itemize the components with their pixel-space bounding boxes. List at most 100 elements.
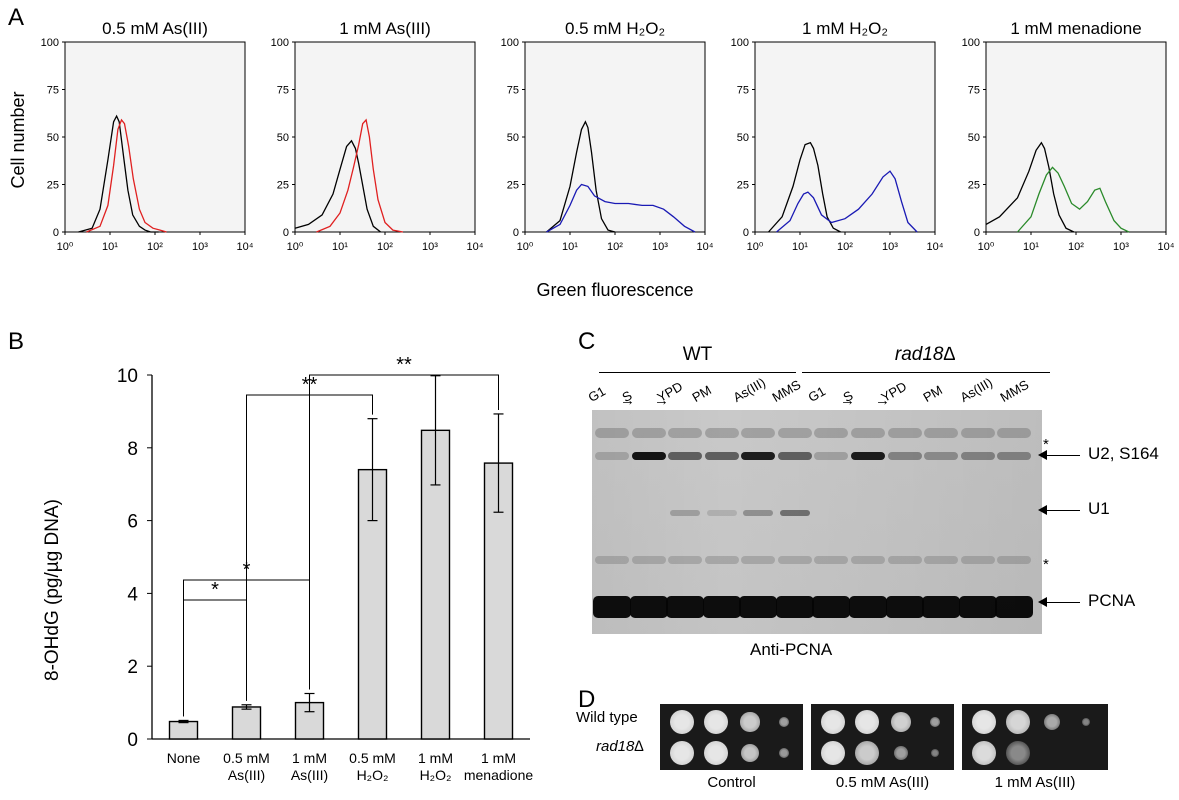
x-tick-label: 10⁴ <box>467 241 484 253</box>
row-label-rad18: rad18∆ <box>596 738 644 755</box>
error-bar-3 <box>304 692 315 713</box>
histogram-series-1 <box>546 120 616 233</box>
band-arrow-line <box>1042 510 1080 511</box>
yeast-spot <box>855 741 879 765</box>
pcna-band <box>666 596 704 618</box>
y-tick-label: 75 <box>507 85 519 97</box>
panel-a-ylabel: Cell number <box>8 91 28 188</box>
band-arrow-line <box>1042 455 1080 456</box>
error-bar-6 <box>493 413 504 513</box>
u2-band <box>997 452 1031 460</box>
arrow-icon: → <box>620 392 635 409</box>
nonspecific-band <box>961 556 995 564</box>
spot-condition-label: 1 mM As(III) <box>994 774 1076 791</box>
x-tick-label: 10³ <box>1113 241 1129 253</box>
pcna-band <box>703 596 741 618</box>
histogram-series-2 <box>546 183 696 233</box>
u2-band <box>668 452 702 460</box>
spot-condition-label: Control <box>707 774 756 791</box>
x-tick-label: 10¹ <box>332 241 348 253</box>
band-label: U1 <box>1088 499 1110 518</box>
panel-letter-b: B <box>8 328 25 355</box>
bar-1 <box>168 720 199 740</box>
y-tick-label: 0 <box>53 227 59 239</box>
u1-band <box>707 510 737 516</box>
spot-plate-1 <box>660 704 803 770</box>
upper-band <box>851 428 885 438</box>
yeast-spot <box>670 741 694 765</box>
y-tick-label: 0 <box>513 227 519 239</box>
y-tick-label: 75 <box>968 85 980 97</box>
u2-band <box>595 452 629 460</box>
x-tick-label: 10² <box>377 241 393 253</box>
category-label: 1 mM <box>418 750 453 766</box>
yeast-spot <box>1006 741 1030 765</box>
x-tick-label: 10³ <box>882 241 898 253</box>
histogram-panel-2: 1 mM As(III) 0 25 50 75 100 10⁰ 10¹ 10² 10³ 10⁴ <box>271 19 484 253</box>
x-tick-label: 10⁴ <box>697 241 714 253</box>
histogram-panel-3: 0.5 mM H₂O₂ 0 25 50 75 100 10⁰ 10¹ 10² 10³ 10⁴ <box>501 19 714 253</box>
panel-b-ylabel: 8-OHdG (pg/µg DNA) <box>42 499 63 681</box>
spot-plate-2 <box>811 704 954 770</box>
histogram-series-2 <box>316 118 404 233</box>
pcna-band <box>922 596 960 618</box>
yeast-spot <box>855 710 879 734</box>
u2-band <box>814 452 848 460</box>
y-tick-label: 50 <box>507 132 519 144</box>
yeast-spot <box>704 741 728 765</box>
nonspecific-asterisk: * <box>1043 556 1049 573</box>
lane-label: G1 <box>585 383 609 405</box>
category-label: H₂O₂ <box>420 767 452 783</box>
arrow-icon: → <box>875 392 890 409</box>
y-tick-label: 75 <box>47 85 59 97</box>
y-tick-label: 6 <box>127 512 138 533</box>
nonspecific-band <box>851 556 885 564</box>
u2-band <box>851 452 885 460</box>
lane-label: G1 <box>805 383 829 405</box>
significance-bracket-4: ** <box>309 354 499 690</box>
x-tick-label: 10³ <box>192 241 208 253</box>
x-tick-label: 10⁴ <box>1158 241 1175 253</box>
upper-band <box>778 428 812 438</box>
yeast-spot <box>778 747 790 759</box>
histogram-frame <box>294 41 476 233</box>
x-tick-label: 10⁰ <box>747 241 764 253</box>
spot-plate-3 <box>962 704 1108 770</box>
upper-band <box>668 428 702 438</box>
arrow-icon: → <box>840 392 855 409</box>
band-label: U2, S164 <box>1088 444 1159 463</box>
histogram-frame <box>985 41 1167 233</box>
error-bar-2 <box>241 704 252 710</box>
histogram-series-1 <box>985 141 1075 233</box>
category-label: As(III) <box>291 767 328 783</box>
yeast-spot <box>891 712 911 732</box>
u2-band <box>741 452 775 460</box>
x-tick-label: 10⁰ <box>978 241 995 253</box>
y-tick-label: 50 <box>47 132 59 144</box>
upper-band <box>595 428 629 438</box>
y-tick-label: 50 <box>737 132 749 144</box>
x-tick-label: 10¹ <box>1023 241 1039 253</box>
u2-band <box>705 452 739 460</box>
significance-label: * <box>211 579 219 601</box>
significance-label: ** <box>396 354 412 376</box>
y-tick-label: 25 <box>47 180 59 192</box>
histogram-series-1 <box>78 114 159 233</box>
nonspecific-band <box>778 556 812 564</box>
y-tick-label: 0 <box>127 730 138 751</box>
pcna-band <box>959 596 997 618</box>
yeast-spot <box>930 748 940 758</box>
yeast-spot <box>972 710 996 734</box>
u2-band <box>924 452 958 460</box>
histogram-frame <box>754 41 936 233</box>
histogram-series-2 <box>776 170 918 233</box>
error-bar-4 <box>367 418 378 522</box>
yeast-spot <box>670 710 694 734</box>
y-tick-label: 50 <box>277 132 289 144</box>
x-tick-label: 10² <box>837 241 853 253</box>
x-tick-label: 10³ <box>652 241 668 253</box>
upper-band <box>632 428 666 438</box>
histogram-title: 1 mM As(III) <box>339 19 431 38</box>
y-tick-label: 100 <box>962 37 980 49</box>
histogram-title: 1 mM H₂O₂ <box>802 19 888 38</box>
